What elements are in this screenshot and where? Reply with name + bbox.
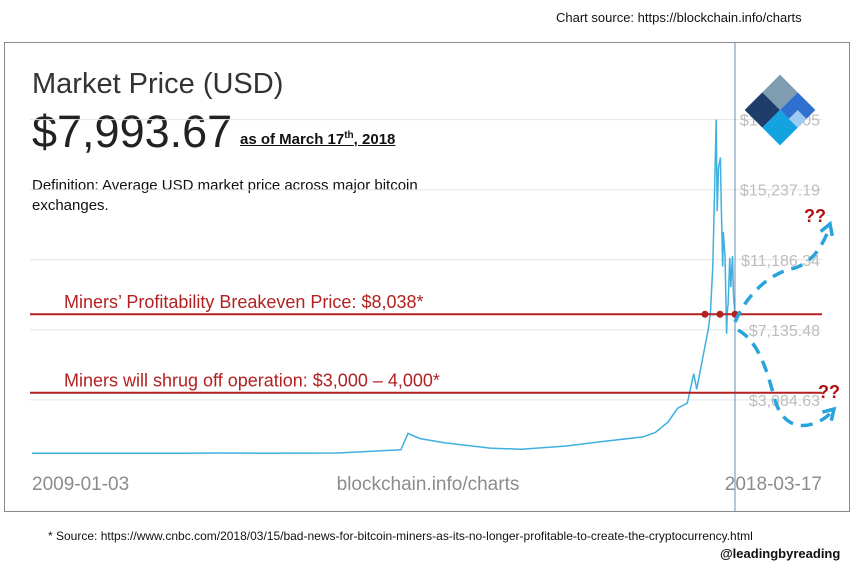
logo-top-square bbox=[762, 74, 798, 110]
intersection-dot bbox=[701, 310, 709, 318]
arrowhead-down bbox=[821, 406, 837, 422]
blockchain-logo-icon bbox=[744, 74, 816, 146]
as-of-prefix: as of March 17 bbox=[240, 131, 345, 148]
chart-source-note: Chart source: https://blockchain.info/ch… bbox=[556, 10, 802, 25]
footnote-source: * Source: https://www.cnbc.com/2018/03/1… bbox=[48, 529, 753, 543]
arrowhead-up bbox=[819, 220, 834, 237]
question-mark-label: ?? bbox=[804, 206, 826, 226]
page-title: Market Price (USD) bbox=[32, 68, 284, 100]
annotation-label: Miners will shrug off operation: $3,000 … bbox=[64, 371, 440, 391]
annotation-layer: Miners’ Profitability Breakeven Price: $… bbox=[30, 292, 822, 394]
annotation-label: Miners’ Profitability Breakeven Price: $… bbox=[64, 292, 424, 312]
y-tick-label: $7,135.48 bbox=[749, 323, 820, 340]
question-mark-label: ?? bbox=[818, 382, 840, 402]
projection-down-arrow bbox=[737, 328, 835, 428]
x-axis-labels: 2009-01-03 blockchain.info/charts 2018-03-… bbox=[32, 474, 822, 495]
y-tick-label: $11,186.34 bbox=[741, 253, 820, 270]
y-tick-label: $15,237.19 bbox=[740, 183, 820, 200]
chart-panel bbox=[4, 42, 850, 512]
projection-up-arrow bbox=[733, 225, 832, 323]
x-start-label: 2009-01-03 bbox=[32, 474, 129, 495]
as-of-date: as of March 17th, 2018 bbox=[240, 130, 395, 148]
x-end-label: 2018-03-17 bbox=[725, 474, 822, 495]
current-price: $7,993.67 bbox=[32, 106, 233, 157]
author-handle: @leadingbyreading bbox=[720, 546, 841, 561]
y-tick-label: $3,084.63 bbox=[749, 393, 820, 410]
intersection-dot bbox=[716, 310, 724, 318]
as-of-suffix: , 2018 bbox=[353, 131, 396, 148]
logo-bottom-square bbox=[762, 110, 798, 146]
y-tick-labels: $19,288.05$15,237.19$11,186.34$7,135.48$… bbox=[740, 113, 820, 410]
x-center-label: blockchain.info/charts bbox=[337, 474, 520, 495]
projection-layer: ???? bbox=[733, 206, 840, 428]
grid-lines bbox=[30, 119, 822, 401]
price-series-line bbox=[32, 119, 736, 455]
as-of-superscript: th bbox=[344, 130, 354, 141]
